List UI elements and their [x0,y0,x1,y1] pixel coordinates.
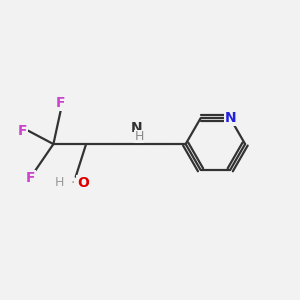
Text: H: H [55,176,64,189]
Text: F: F [26,171,35,184]
Text: F: F [56,96,66,110]
Text: O: O [77,176,89,190]
Text: N: N [224,111,236,125]
Text: H: H [134,130,144,143]
Text: F: F [18,124,28,138]
Text: ·: · [70,176,75,190]
Text: N: N [131,121,142,135]
